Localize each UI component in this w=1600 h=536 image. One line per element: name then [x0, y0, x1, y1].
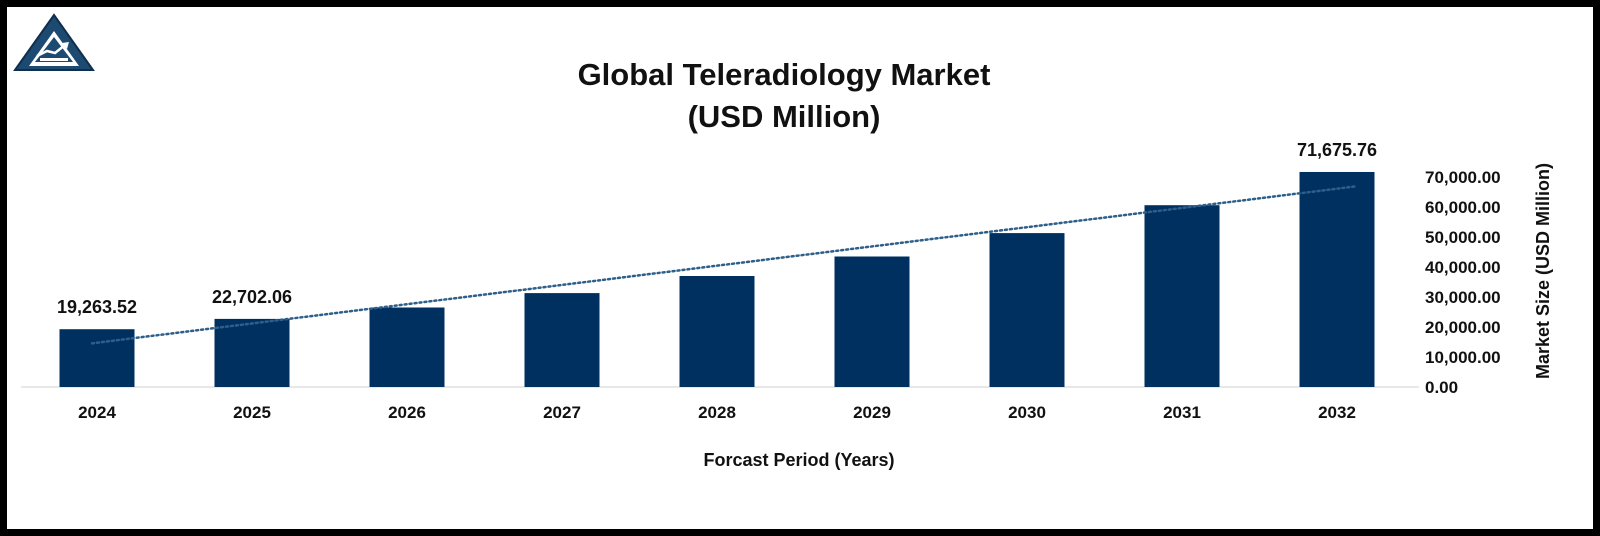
bar-2031 — [1144, 205, 1220, 387]
bar-series — [59, 171, 1375, 387]
data-label-2025: 22,702.06 — [212, 287, 292, 307]
chart-frame: Global Teleradiology Market (USD Million… — [7, 7, 1593, 529]
bar-2029 — [834, 256, 910, 387]
y-tick-0: 0.00 — [1425, 378, 1458, 397]
bar-2028 — [679, 276, 755, 387]
chart-title-line-2: (USD Million) — [688, 99, 881, 134]
y-tick-10000: 10,000.00 — [1425, 348, 1501, 367]
trendline-group — [90, 184, 1359, 345]
data-label-group: 19,263.52 22,702.06 71,675.76 — [57, 140, 1377, 317]
trendline — [90, 184, 1359, 345]
bar-2025 — [214, 318, 290, 387]
x-tick-2029: 2029 — [853, 403, 891, 422]
bar-2024 — [59, 329, 135, 387]
chart-title-line-1: Global Teleradiology Market — [578, 57, 991, 92]
y-tick-30000: 30,000.00 — [1425, 288, 1501, 307]
x-tick-2031: 2031 — [1163, 403, 1201, 422]
x-tick-2025: 2025 — [233, 403, 271, 422]
y-tick-40000: 40,000.00 — [1425, 258, 1501, 277]
x-tick-2032: 2032 — [1318, 403, 1356, 422]
y-axis-title: Market Size (USD Million) — [1533, 163, 1553, 379]
data-label-2032: 71,675.76 — [1297, 140, 1377, 160]
bar-2026 — [369, 307, 445, 387]
x-tick-2028: 2028 — [698, 403, 736, 422]
x-tick-2026: 2026 — [388, 403, 426, 422]
x-tick-2024: 2024 — [78, 403, 116, 422]
x-tick-2027: 2027 — [543, 403, 581, 422]
y-tick-60000: 60,000.00 — [1425, 198, 1501, 217]
x-tick-2030: 2030 — [1008, 403, 1046, 422]
y-tick-labels: 0.00 10,000.00 20,000.00 30,000.00 40,000.00… — [1425, 168, 1501, 397]
data-label-2024: 19,263.52 — [57, 297, 137, 317]
bar-2032 — [1299, 171, 1375, 387]
bar-2027 — [524, 293, 600, 387]
triangle-chart-logo — [13, 13, 95, 71]
y-tick-20000: 20,000.00 — [1425, 318, 1501, 337]
y-tick-50000: 50,000.00 — [1425, 228, 1501, 247]
x-tick-labels: 2024 2025 2026 2027 2028 2029 2030 2031 2032 — [78, 403, 1356, 422]
y-tick-70000: 70,000.00 — [1425, 168, 1501, 187]
bar-2030 — [989, 233, 1065, 387]
x-axis-title: Forcast Period (Years) — [703, 450, 894, 470]
chart-svg: Global Teleradiology Market (USD Million… — [13, 13, 1553, 470]
